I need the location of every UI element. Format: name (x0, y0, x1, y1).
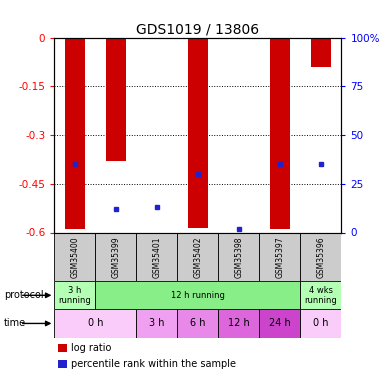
Text: 0 h: 0 h (88, 318, 103, 328)
Text: GSM35397: GSM35397 (275, 236, 284, 278)
Bar (177, 232, 218, 281)
Text: 0 h: 0 h (313, 318, 329, 328)
Bar (218, 232, 260, 281)
Text: GSM35396: GSM35396 (317, 236, 326, 278)
Bar (54, 309, 136, 338)
Bar (270, 38, 290, 229)
Text: 3 h
running: 3 h running (59, 286, 91, 305)
Text: 3 h: 3 h (149, 318, 165, 328)
Text: 12 h: 12 h (228, 318, 250, 328)
Text: 4 wks
running: 4 wks running (305, 286, 337, 305)
Text: 24 h: 24 h (269, 318, 291, 328)
Bar (54, 232, 95, 281)
Text: protocol: protocol (4, 290, 43, 300)
Text: GSM35399: GSM35399 (111, 236, 120, 278)
Bar (64, 38, 85, 229)
Bar (260, 232, 300, 281)
Text: 12 h running: 12 h running (171, 291, 225, 300)
Bar (95, 281, 300, 309)
Bar (54, 281, 95, 309)
Bar (188, 38, 208, 228)
Text: GSM35402: GSM35402 (193, 236, 203, 278)
Text: GSM35401: GSM35401 (152, 236, 161, 278)
Text: 6 h: 6 h (190, 318, 206, 328)
Title: GDS1019 / 13806: GDS1019 / 13806 (136, 22, 260, 36)
Bar (300, 232, 341, 281)
Bar (311, 38, 331, 67)
Text: percentile rank within the sample: percentile rank within the sample (71, 359, 236, 369)
Bar (260, 309, 300, 338)
Bar (136, 232, 177, 281)
Bar (95, 232, 136, 281)
Bar (136, 309, 177, 338)
Text: log ratio: log ratio (71, 343, 111, 353)
Bar (300, 309, 341, 338)
Bar (300, 281, 341, 309)
Text: time: time (4, 318, 26, 328)
Bar (218, 309, 260, 338)
Text: GSM35400: GSM35400 (70, 236, 79, 278)
Bar (106, 38, 126, 161)
Text: GSM35398: GSM35398 (234, 236, 243, 278)
Bar (177, 309, 218, 338)
